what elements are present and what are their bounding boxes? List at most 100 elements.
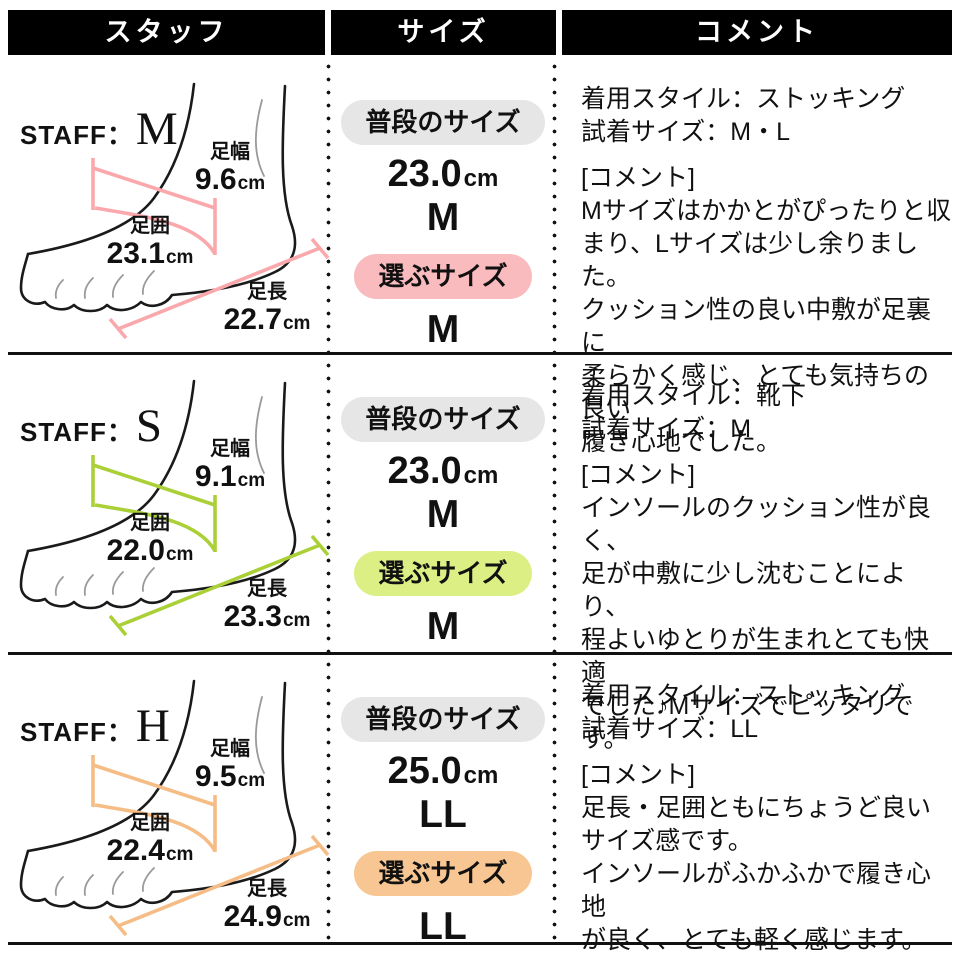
foot-width-label: 足幅 bbox=[210, 141, 250, 163]
size-cell: 普段のサイズ 23.0cm M 選ぶサイズ M bbox=[330, 355, 556, 652]
foot-width-value: 9.5 bbox=[194, 759, 237, 793]
comment-header: [コメント] bbox=[581, 761, 695, 789]
try-size-line: 試着サイズ：LL bbox=[581, 715, 759, 743]
chosen-size-letter: LL bbox=[419, 905, 467, 949]
usual-size-badge: 普段のサイズ bbox=[341, 397, 545, 442]
chosen-size-letter: M bbox=[426, 308, 460, 352]
foot-width-measure: 足幅 9.6cm bbox=[186, 141, 274, 196]
foot-length-measure: 足長 24.9cm bbox=[208, 878, 326, 933]
try-size-line: 試着サイズ：M bbox=[581, 415, 752, 443]
comment-cell: 着用スタイル：ストッキング 試着サイズ：LL [コメント] 足長・足囲ともにちょ… bbox=[556, 655, 952, 954]
usual-size-cm: 23.0cm bbox=[387, 450, 499, 493]
foot-length-value: 23.3 bbox=[223, 599, 282, 633]
header-size: サイズ bbox=[331, 10, 556, 55]
chosen-size-badge: 選ぶサイズ bbox=[354, 851, 532, 897]
foot-width-value: 9.6 bbox=[194, 162, 237, 196]
chosen-size-letter: M bbox=[426, 605, 460, 649]
table-header: スタッフ サイズ コメント bbox=[8, 10, 952, 55]
staff-name: STAFF：S bbox=[20, 399, 162, 453]
comment-line: インソールがふかふかで履き心地 bbox=[581, 860, 932, 921]
column-divider-dotted bbox=[326, 60, 331, 943]
staff-row-h: STAFF：H 足幅 9.5cm 足囲 22.4cm 足長 24.9cm 普段の… bbox=[8, 655, 952, 954]
usual-size-letter: LL bbox=[419, 792, 467, 836]
comment-line: サイズ感です。 bbox=[581, 827, 753, 855]
chosen-size-badge: 選ぶサイズ bbox=[354, 551, 532, 597]
staff-prefix: STAFF： bbox=[20, 417, 134, 447]
foot-length-measure: 足長 23.3cm bbox=[208, 578, 326, 633]
comment-line: クッション性の良い中敷が足裏に bbox=[581, 296, 932, 357]
unit-label: cm bbox=[282, 909, 311, 931]
unit-label: cm bbox=[282, 312, 311, 334]
staff-name: STAFF：M bbox=[20, 102, 178, 156]
foot-girth-value: 23.1 bbox=[106, 236, 165, 270]
unit-label: cm bbox=[463, 165, 499, 192]
unit-label: cm bbox=[463, 462, 499, 489]
staff-letter: S bbox=[135, 400, 162, 452]
header-staff: スタッフ bbox=[8, 10, 325, 55]
comment-cell: 着用スタイル：ストッキング 試着サイズ：M・L [コメント] Mサイズはかかとが… bbox=[556, 58, 952, 456]
usual-size-cm: 23.0cm bbox=[387, 153, 499, 196]
unit-label: cm bbox=[282, 609, 311, 631]
column-divider-dotted bbox=[552, 60, 557, 943]
comment-line: インソールのクッション性が良く、 bbox=[581, 494, 932, 555]
foot-girth-measure: 足囲 22.4cm bbox=[94, 812, 206, 867]
comment-line: 足が中敷に少し沈むことにより、 bbox=[581, 560, 907, 621]
foot-girth-measure: 足囲 23.1cm bbox=[94, 215, 206, 270]
staff-cell: STAFF：H 足幅 9.5cm 足囲 22.4cm 足長 24.9cm bbox=[8, 655, 330, 942]
foot-girth-value: 22.0 bbox=[106, 533, 165, 567]
wear-style-line: 着用スタイル：靴下 bbox=[581, 382, 807, 410]
comment-line: でした♪Mサイズでピッタリです。 bbox=[581, 692, 914, 753]
unit-label: cm bbox=[463, 762, 499, 789]
foot-length-label: 足長 bbox=[247, 281, 287, 303]
comment-line: 程よいゆとりが生まれとても快適 bbox=[581, 626, 930, 687]
comment-header: [コメント] bbox=[581, 164, 695, 192]
usual-cm-value: 25.0 bbox=[387, 750, 462, 792]
foot-length-label: 足長 bbox=[247, 578, 287, 600]
staff-prefix: STAFF： bbox=[20, 120, 134, 150]
header-comment: コメント bbox=[562, 10, 952, 55]
staff-cell: STAFF：S 足幅 9.1cm 足囲 22.0cm 足長 23.3cm bbox=[8, 355, 330, 652]
comment-line: 柔らかく感じ、とても気持ちの良い bbox=[581, 362, 930, 423]
foot-width-measure: 足幅 9.1cm bbox=[186, 438, 274, 493]
staff-prefix: STAFF： bbox=[20, 717, 134, 747]
staff-row-m: STAFF：M 足幅 9.6cm 足囲 23.1cm 足長 22.7cm 普段の… bbox=[8, 58, 952, 456]
foot-width-measure: 足幅 9.5cm bbox=[186, 738, 274, 793]
unit-label: cm bbox=[165, 843, 194, 865]
foot-girth-label: 足囲 bbox=[130, 512, 170, 534]
staff-letter: M bbox=[135, 103, 178, 155]
staff-name: STAFF：H bbox=[20, 699, 170, 753]
size-cell: 普段のサイズ 25.0cm LL 選ぶサイズ LL bbox=[330, 655, 556, 948]
comment-line: が良く、とても軽く感じます。 bbox=[581, 926, 927, 954]
usual-size-badge: 普段のサイズ bbox=[341, 100, 545, 145]
unit-label: cm bbox=[237, 469, 266, 491]
unit-label: cm bbox=[237, 172, 266, 194]
usual-size-cm: 25.0cm bbox=[387, 750, 499, 793]
unit-label: cm bbox=[237, 769, 266, 791]
foot-width-value: 9.1 bbox=[194, 459, 237, 493]
usual-cm-value: 23.0 bbox=[387, 450, 462, 492]
comment-header: [コメント] bbox=[581, 461, 695, 489]
foot-width-label: 足幅 bbox=[210, 738, 250, 760]
chosen-size-badge: 選ぶサイズ bbox=[354, 254, 532, 300]
foot-length-measure: 足長 22.7cm bbox=[208, 281, 326, 336]
comment-cell: 着用スタイル：靴下 試着サイズ：M [コメント] インソールのクッション性が良く… bbox=[556, 355, 952, 753]
wear-style-line: 着用スタイル：ストッキング bbox=[581, 85, 906, 113]
try-size-line: 試着サイズ：M・L bbox=[581, 118, 790, 146]
wear-style-line: 着用スタイル：ストッキング bbox=[581, 682, 906, 710]
usual-size-letter: M bbox=[426, 195, 460, 239]
unit-label: cm bbox=[165, 543, 194, 565]
foot-length-value: 22.7 bbox=[223, 302, 282, 336]
usual-cm-value: 23.0 bbox=[387, 153, 462, 195]
foot-girth-value: 22.4 bbox=[106, 833, 165, 867]
usual-size-letter: M bbox=[426, 492, 460, 536]
foot-girth-label: 足囲 bbox=[130, 215, 170, 237]
comment-line: 足長・足囲ともにちょうど良い bbox=[581, 794, 932, 822]
comment-line: Mサイズはかかとがぴったりと収 bbox=[581, 197, 952, 225]
foot-length-label: 足長 bbox=[247, 878, 287, 900]
staff-row-s: STAFF：S 足幅 9.1cm 足囲 22.0cm 足長 23.3cm 普段の… bbox=[8, 355, 952, 753]
foot-girth-measure: 足囲 22.0cm bbox=[94, 512, 206, 567]
foot-width-label: 足幅 bbox=[210, 438, 250, 460]
size-cell: 普段のサイズ 23.0cm M 選ぶサイズ M bbox=[330, 58, 556, 352]
usual-size-badge: 普段のサイズ bbox=[341, 697, 545, 742]
